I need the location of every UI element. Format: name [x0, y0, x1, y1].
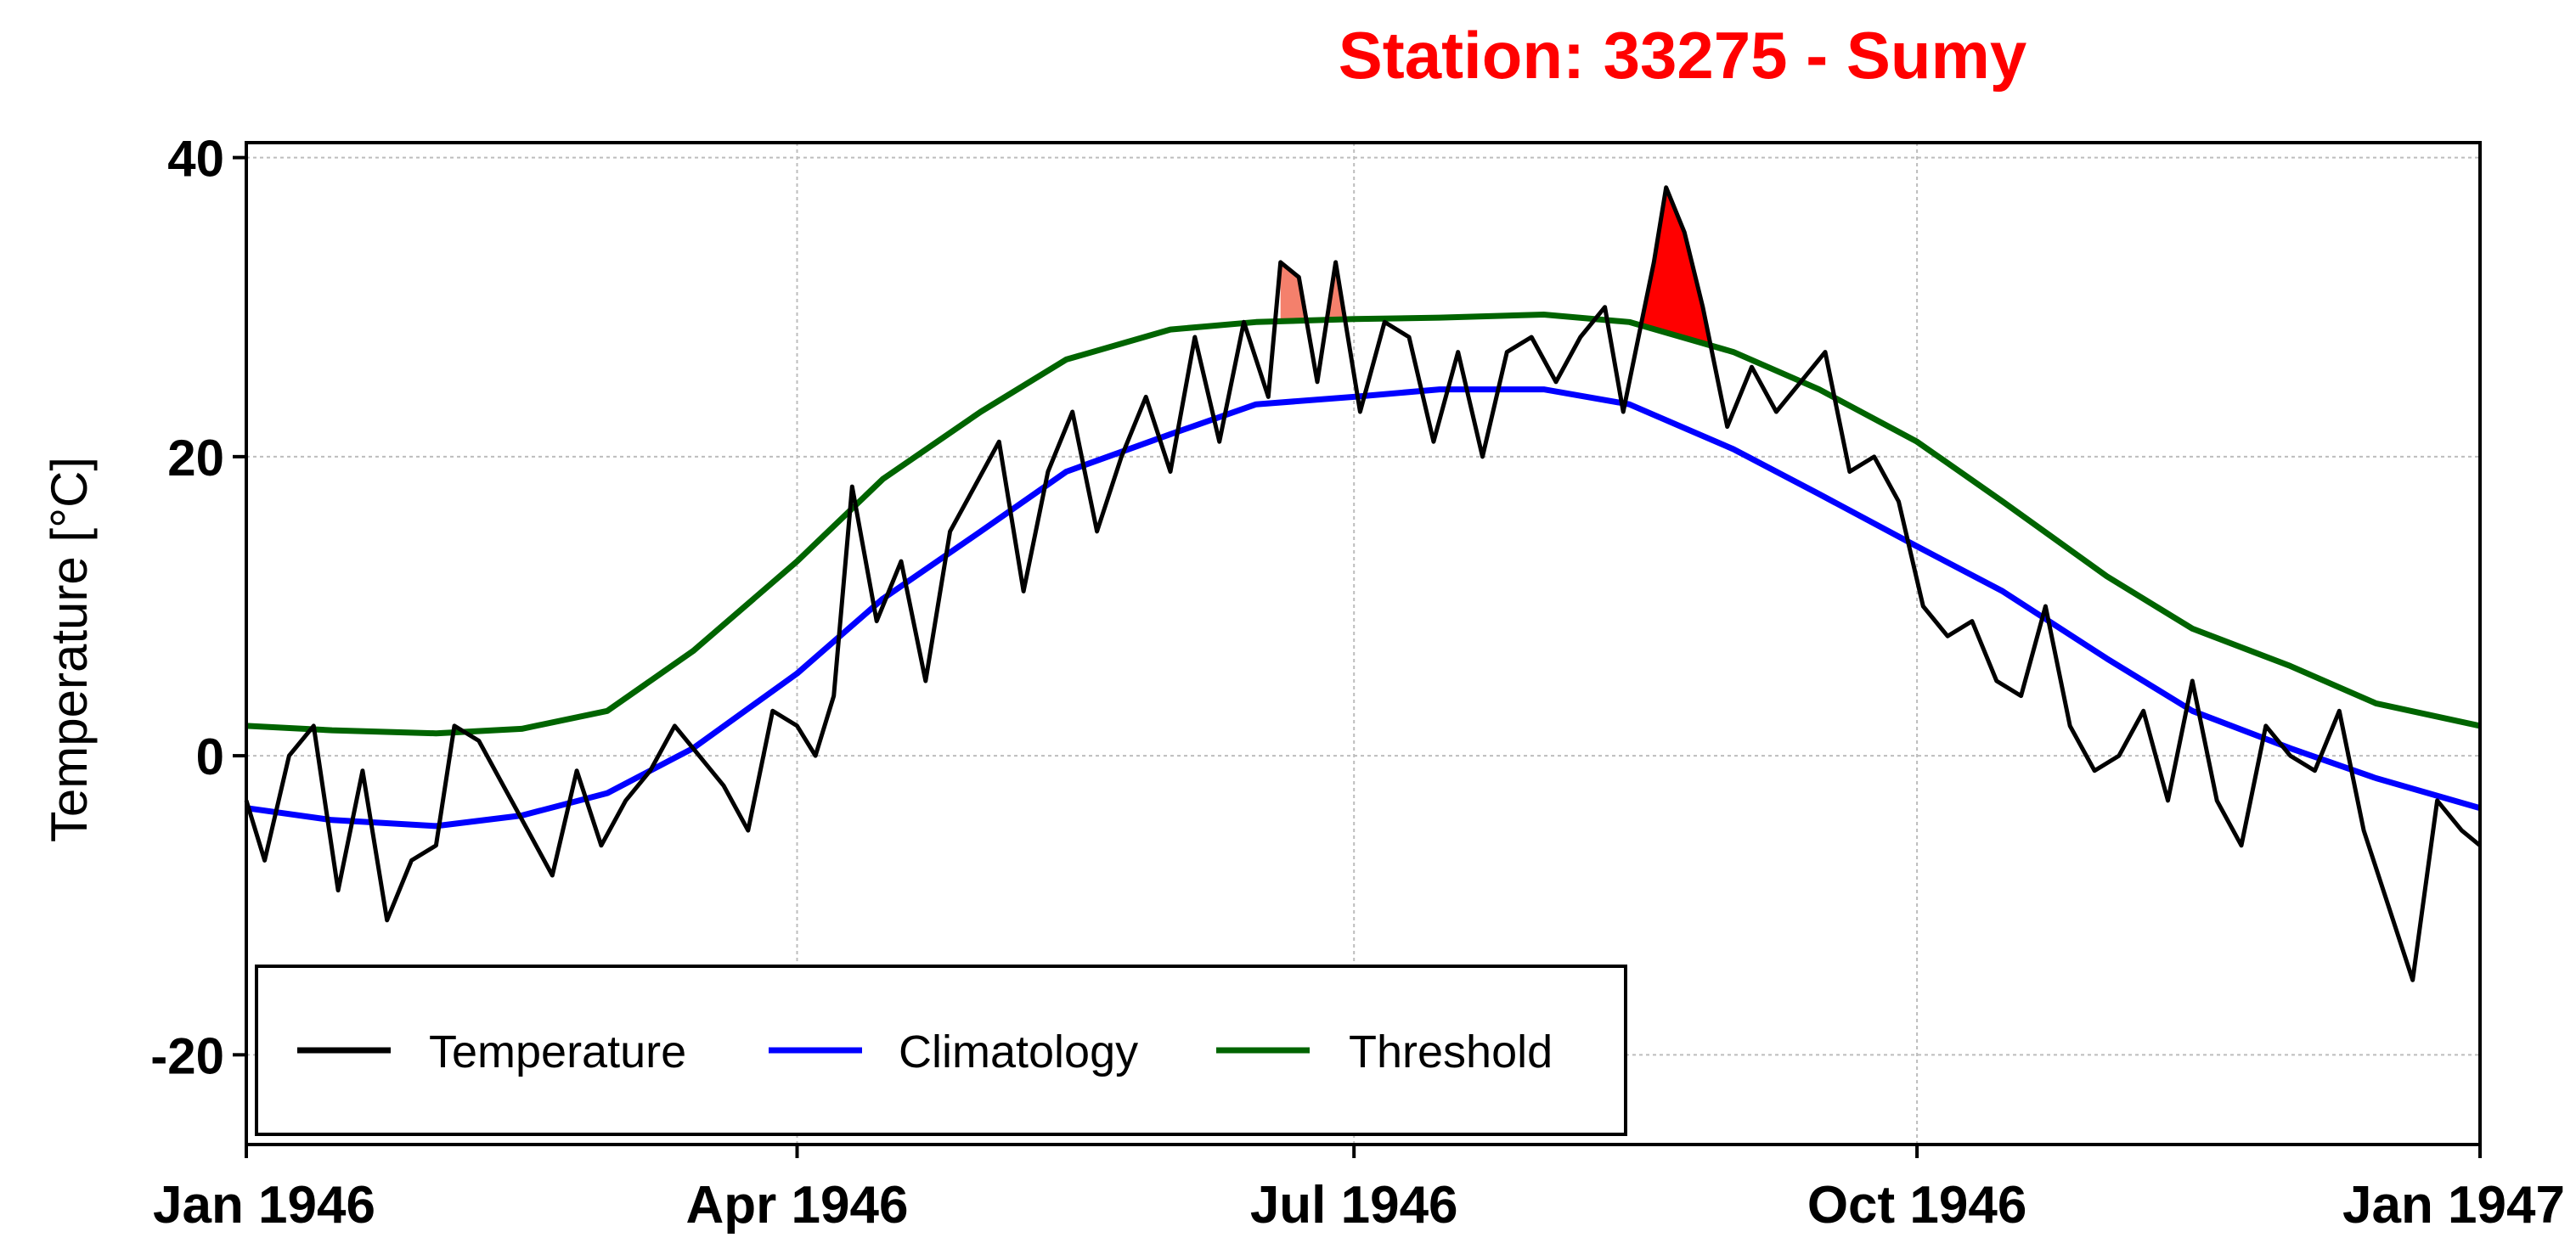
y-tick-label: -20	[150, 1027, 224, 1084]
x-tick-label: Apr 1946	[686, 1176, 909, 1235]
y-tick-label: 0	[196, 728, 224, 785]
legend-label-climatology: Climatology	[899, 1027, 1138, 1077]
heatwave-major-region	[1629, 188, 1710, 346]
x-tick-label: Jan 1946	[153, 1176, 375, 1235]
climatology-series-line	[245, 386, 2481, 830]
legend-label-temperature: Temperature	[429, 1027, 686, 1077]
chart-title: Station: 33275 - Sumy	[1339, 18, 2027, 93]
y-axis-label: Temperature [°C]	[41, 457, 98, 842]
threshold-series-line	[245, 312, 2481, 737]
y-tick-label: 40	[167, 131, 224, 188]
heatwave-minor-region	[1280, 262, 1317, 322]
temperature-series-line	[244, 185, 2482, 982]
legend-label-threshold: Threshold	[1349, 1027, 1553, 1077]
x-tick-label: Jul 1946	[1250, 1176, 1458, 1235]
y-tick-label: 20	[167, 430, 224, 487]
x-tick-label: Jan 1947	[2342, 1176, 2565, 1235]
x-tick-label: Oct 1946	[1807, 1176, 2027, 1235]
legend-box	[255, 965, 1627, 1136]
plot-frame	[245, 141, 2482, 1146]
